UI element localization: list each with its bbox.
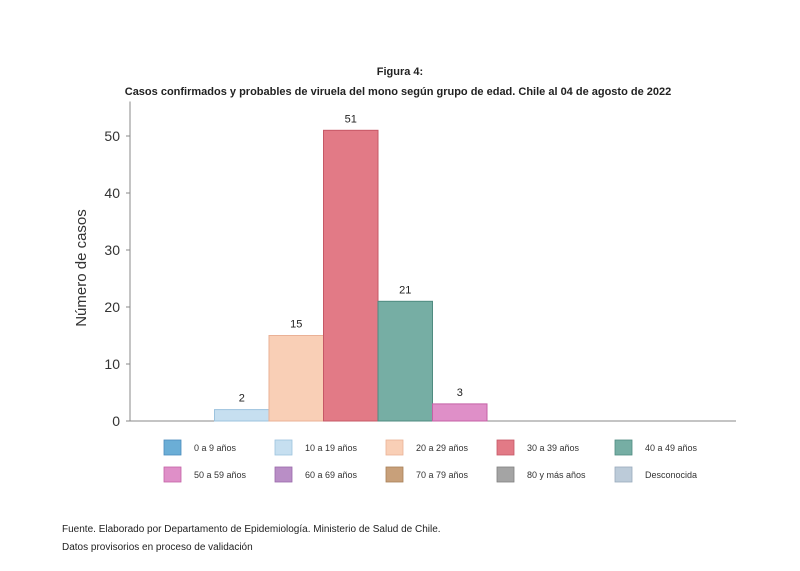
y-tick-label: 30 <box>104 242 120 258</box>
data-label: 2 <box>239 393 245 405</box>
legend-swatch <box>385 466 404 483</box>
legend-label: 10 a 19 años <box>305 443 358 453</box>
y-axis-label: Número de casos <box>73 209 90 327</box>
bar <box>214 409 270 422</box>
legend-swatch <box>614 466 633 483</box>
legend-swatch <box>614 439 633 456</box>
bar <box>323 129 379 422</box>
data-label: 21 <box>399 284 411 296</box>
legend-swatch <box>496 439 515 456</box>
bars <box>214 129 488 422</box>
legend-label: 70 a 79 años <box>416 470 469 480</box>
data-label: 3 <box>457 387 463 399</box>
legend-swatch <box>496 466 515 483</box>
data-label: 15 <box>290 319 302 331</box>
legend-label: 30 a 39 años <box>527 443 580 453</box>
legend-label: 60 a 69 años <box>305 470 358 480</box>
y-tick-label: 40 <box>104 185 120 201</box>
y-tick-label: 10 <box>104 356 120 372</box>
provisional-note: Datos provisorios en proceso de validaci… <box>62 542 253 553</box>
legend-swatch <box>274 466 293 483</box>
data-label: 51 <box>345 113 357 125</box>
y-tick-label: 50 <box>104 128 120 144</box>
legend-label: 50 a 59 años <box>194 470 247 480</box>
legend-swatch <box>274 439 293 456</box>
source-note: Fuente. Elaborado por Departamento de Ep… <box>62 524 441 535</box>
figure-label: Figura 4: <box>376 66 424 78</box>
y-tick-label: 0 <box>112 413 120 429</box>
data-labels: 2 15 51 21 3 <box>239 113 463 404</box>
legend-swatch <box>163 439 182 456</box>
legend-swatch <box>385 439 404 456</box>
legend-label: Desconocida <box>645 470 697 480</box>
bar <box>377 300 433 422</box>
legend: 0 a 9 años 10 a 19 años 20 a 29 años 30 a 3… <box>163 439 698 483</box>
legend-label: 40 a 49 años <box>645 443 698 453</box>
y-tick-label: 20 <box>104 299 120 315</box>
bar <box>432 403 488 422</box>
legend-swatch <box>163 466 182 483</box>
bar <box>268 335 324 422</box>
legend-label: 20 a 29 años <box>416 443 469 453</box>
figure-title: Casos confirmados y probables de viruela… <box>124 86 672 98</box>
legend-label: 0 a 9 años <box>194 443 237 453</box>
legend-label: 80 y más años <box>527 470 586 480</box>
